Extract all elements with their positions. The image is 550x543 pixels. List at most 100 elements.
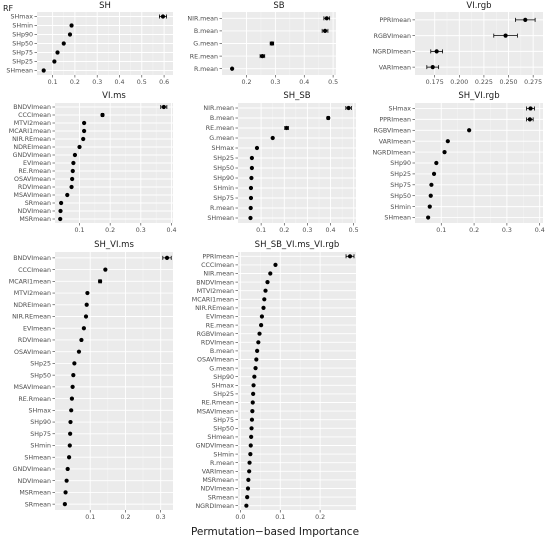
panel-7-y-tick-label: RDVImean <box>18 337 51 344</box>
panel-5-y-tick-label: SHp90 <box>213 175 234 182</box>
panel-6-point <box>429 182 434 187</box>
panel-6-point <box>426 215 431 220</box>
panel-1-y-tick-label: SHp75 <box>12 50 33 57</box>
panel-6-point <box>527 117 532 122</box>
panel-6-y-tick-label: PPRImean <box>379 117 411 124</box>
panel-3-x-tick-label: 0.250 <box>500 79 518 86</box>
panel-1-y-tick-label: SHp90 <box>12 32 33 39</box>
panel-8-point <box>244 503 249 508</box>
panel-8-y-tick-label: SHp50 <box>213 426 234 433</box>
panel-5-background <box>238 103 356 223</box>
panel-7-y-tick-label: OSAVImean <box>14 349 51 356</box>
panel-7-point <box>83 314 89 319</box>
panel-6-y-tick-label: VARImean <box>379 138 411 145</box>
panel-6-point <box>442 149 447 155</box>
panel-3-x-tick-label: 0.175 <box>426 79 444 86</box>
panel-5-y-tick-label: B.mean <box>210 115 234 122</box>
panel-7-point <box>67 443 72 448</box>
panel-7-point <box>63 490 68 495</box>
panel-6-point <box>428 193 433 198</box>
panel-5-y-tick-label: R.mean <box>210 205 234 212</box>
panel-8-y-tick-label: NDVImean <box>201 486 234 493</box>
panel-3-background <box>415 12 543 75</box>
panel-8-point <box>245 486 251 491</box>
panel-3-y-tick-label: VARImean <box>379 64 411 71</box>
panel-7-y-tick-label: CCCImean <box>18 267 51 274</box>
panel-5-title: SH_SB <box>283 91 310 101</box>
panel-4-y-tick-label: NIR.REmean <box>12 136 51 143</box>
panel-8-point <box>249 426 254 431</box>
panel-7-y-tick-label: NIR.REmean <box>12 314 51 321</box>
panel-8-y-tick-label: R.mean <box>210 460 234 467</box>
panel-4-point <box>81 136 86 142</box>
panel-1-y-tick-label: SHmean <box>6 68 33 75</box>
panel-2-y-tick-label: RE.mean <box>190 53 218 60</box>
panel-1-y-tick-label: SHp50 <box>12 41 33 48</box>
panel-8-y-tick-label: RGBVImean <box>197 331 234 338</box>
panel-5-y-tick-label: SHmin <box>213 185 234 192</box>
panel-2-y-tick-label: G.mean <box>193 41 218 48</box>
panel-5-y-tick-label: SHp25 <box>213 155 234 162</box>
panel-1-point <box>55 50 60 55</box>
panel-6-point <box>434 160 439 166</box>
panel-8-y-tick-label: MCARI1mean <box>192 297 234 304</box>
panel-4-y-tick-label: OSAVImean <box>14 176 51 183</box>
panel-2-y-tick-label: R.mean <box>194 66 218 73</box>
panel-7-point <box>76 349 82 354</box>
panel-4-point <box>70 168 75 174</box>
panel-8-point <box>259 314 265 319</box>
panel-4-y-tick-label: BNDVImean <box>13 104 51 111</box>
panel-7-point <box>103 267 108 272</box>
panel-8-point <box>247 469 252 474</box>
panel-3-y-tick-label: RGBVImean <box>374 33 411 40</box>
panel-7-y-tick-label: GNDVImean <box>13 466 51 473</box>
panel-4-y-tick-label: NDVImean <box>18 208 51 215</box>
panel-1-x-tick-label: 0.2 <box>70 79 80 86</box>
panel-7-point <box>69 408 74 413</box>
panel-7-y-tick-label: SHp50 <box>30 372 51 379</box>
panel-5-point <box>248 205 253 211</box>
panel-6-y-tick-label: SHmin <box>390 204 411 211</box>
panel-1-point <box>160 14 166 19</box>
panel-7-y-tick-label: BNDVImean <box>13 255 51 262</box>
panel-7-y-tick-label: MCARI1mean <box>9 279 51 286</box>
panel-8-y-tick-label: B.mean <box>210 348 234 355</box>
panel-7-point <box>71 373 76 378</box>
panel-8-point <box>263 288 268 293</box>
panel-8-point <box>265 280 270 285</box>
panel-8-y-tick-label: SHp25 <box>213 391 234 398</box>
panel-8-y-tick-label: NIR.REmean <box>195 305 234 312</box>
panel-7-point <box>79 337 84 343</box>
panel-7-y-tick-label: SHmean <box>24 454 51 461</box>
panel-6-point <box>528 106 533 111</box>
panel-4-x-tick-label: 0.1 <box>75 227 85 234</box>
panel-5-y-tick-label: SHmean <box>207 215 234 222</box>
panel-6-y-tick-label: SHp50 <box>390 193 411 200</box>
panel-6-y-tick-label: NGRDImean <box>372 149 411 156</box>
panel-8-point <box>253 366 258 371</box>
panel-7-point <box>62 502 67 507</box>
panel-1-x-tick-label: 0.5 <box>137 79 147 86</box>
panel-4-y-tick-label: GNDVImean <box>13 152 51 159</box>
panel-7-y-tick-label: RE.Rmean <box>18 396 51 403</box>
panel-1-x-tick-label: 0.3 <box>92 79 102 86</box>
panel-7-y-tick-label: SHp25 <box>30 361 51 368</box>
panel-6-y-tick-label: SHmean <box>384 215 411 222</box>
panel-1-title: SH <box>99 1 111 11</box>
panel-8-point <box>268 271 273 276</box>
panel-2-point <box>260 54 265 59</box>
panel-5-y-tick-label: SHp75 <box>213 195 234 202</box>
panel-8-y-tick-label: NGRDImean <box>195 503 234 510</box>
panel-1-point <box>41 68 46 73</box>
panel-4-y-tick-label: RE.Rmean <box>18 168 51 175</box>
panel-1-point <box>67 32 73 37</box>
panel-5-y-tick-label: RE.mean <box>206 125 234 132</box>
panel-8-point <box>254 357 259 362</box>
panel-3-x-tick-label: 0.275 <box>524 79 542 86</box>
panel-8-title: SH_SB_VI.ms_VI.rgb <box>255 240 340 250</box>
panel-5-x-tick-label: 0.4 <box>326 227 336 234</box>
panel-6-point <box>427 204 432 209</box>
panel-1-point <box>69 23 74 28</box>
panel-5-point <box>249 165 254 171</box>
panel-4-point <box>100 112 105 118</box>
